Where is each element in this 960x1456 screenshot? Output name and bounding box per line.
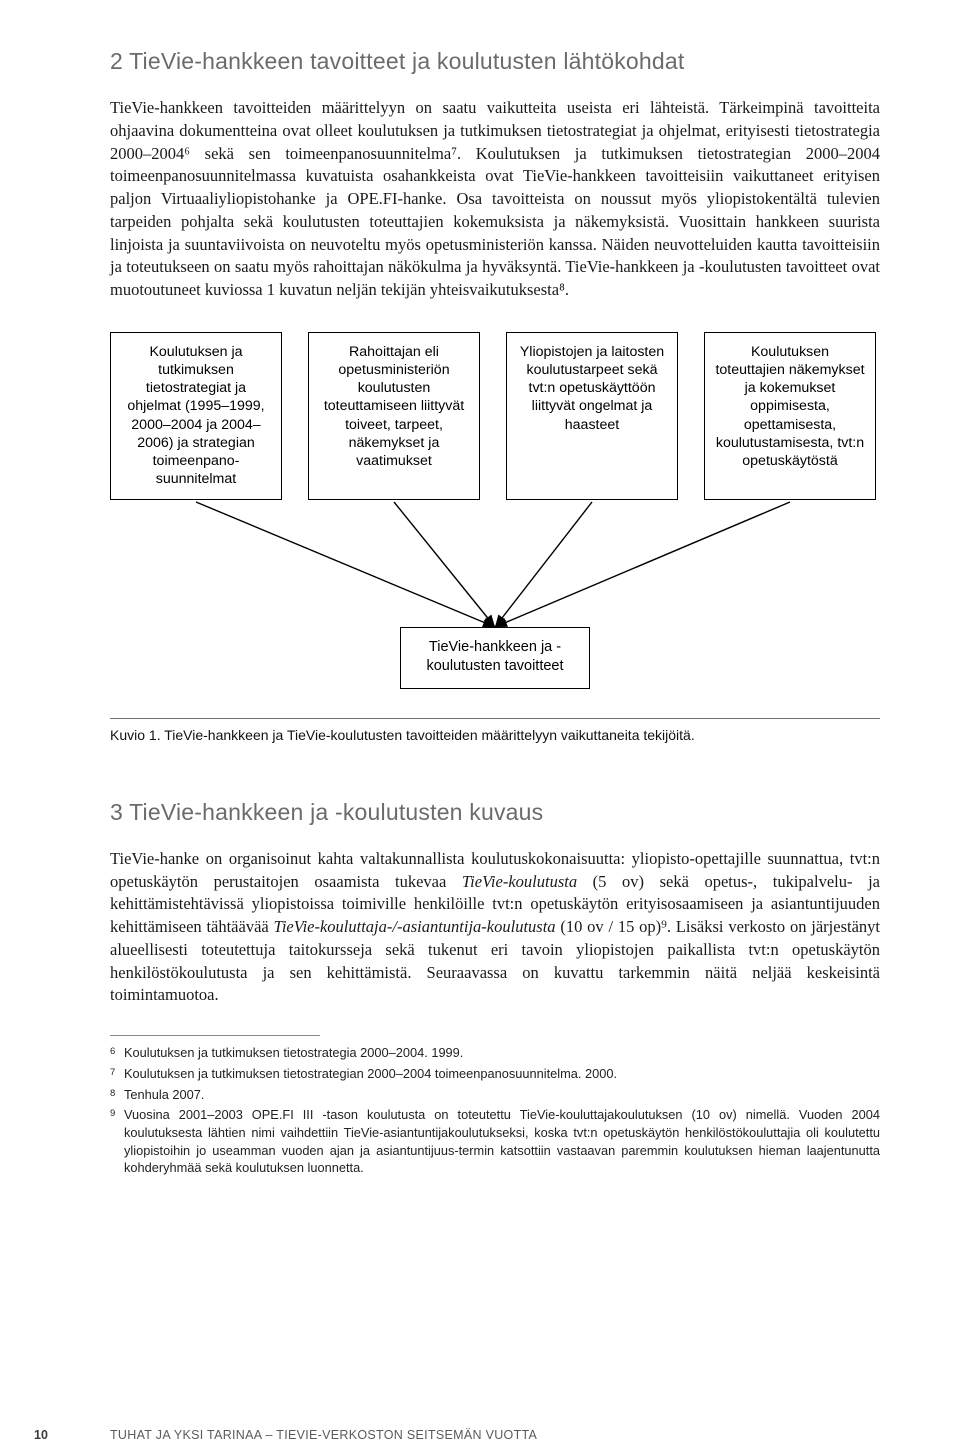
section-3-body: TieVie-hanke on organisoinut kahta valta… <box>110 848 880 1007</box>
footnote: 9Vuosina 2001–2003 OPE.FI III -tason kou… <box>110 1106 880 1177</box>
diagram-bottom-box: TieVie-hankkeen ja -koulutusten tavoitte… <box>400 627 590 689</box>
footnote-rule <box>110 1035 320 1036</box>
caption-label: Kuvio 1. <box>110 727 161 743</box>
page: 2 TieVie-hankkeen tavoitteet ja koulutus… <box>0 0 960 1456</box>
footnotes: 6Koulutuksen ja tutkimuksen tietostrateg… <box>110 1044 880 1177</box>
section-2-title: 2 TieVie-hankkeen tavoitteet ja koulutus… <box>110 48 880 75</box>
caption-rule <box>110 718 880 719</box>
section-3-title: 3 TieVie-hankkeen ja -koulutusten kuvaus <box>110 799 880 826</box>
caption-text: TieVie-hankkeen ja TieVie-koulutusten ta… <box>164 727 695 743</box>
footer-title: TUHAT JA YKSI TARINAA – TIEVIE-VERKOSTON… <box>110 1428 537 1442</box>
figure-1-diagram: Koulutuksen ja tutkimuksen tietostrategi… <box>110 332 880 712</box>
page-number: 10 <box>34 1428 48 1442</box>
footnote: 8Tenhula 2007. <box>110 1086 880 1104</box>
diagram-box-3: Yliopistojen ja laitosten koulutustarpee… <box>506 332 678 500</box>
footnote: 7Koulutuksen ja tutkimuksen tietostrateg… <box>110 1065 880 1083</box>
diagram-box-1: Koulutuksen ja tutkimuksen tietostrategi… <box>110 332 282 500</box>
footnote: 6Koulutuksen ja tutkimuksen tietostrateg… <box>110 1044 880 1062</box>
diagram-box-2: Rahoittajan eli opetusministeriön koulut… <box>308 332 480 500</box>
section-2-body: TieVie-hankkeen tavoitteiden määrittelyy… <box>110 97 880 302</box>
figure-1-caption: Kuvio 1. TieVie-hankkeen ja TieVie-koulu… <box>110 727 880 743</box>
diagram-box-4: Koulutuksen toteuttajien näkemykset ja k… <box>704 332 876 500</box>
